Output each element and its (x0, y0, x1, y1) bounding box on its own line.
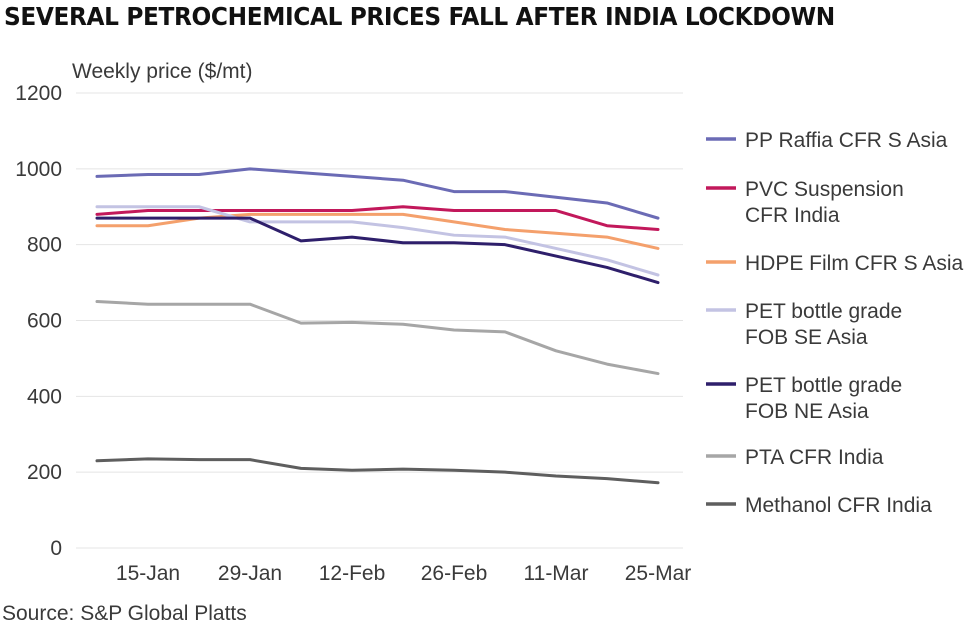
legend-label: PVC Suspension (745, 178, 904, 201)
x-tick-label: 12-Feb (319, 562, 386, 585)
x-tick-label: 26-Feb (421, 562, 488, 585)
series-line (95, 167, 660, 220)
legend-label: HDPE Film CFR S Asia (745, 252, 964, 275)
legend-label: FOB SE Asia (745, 326, 868, 349)
legend-label: FOB NE Asia (745, 400, 869, 423)
chart-title: SEVERAL PETROCHEMICAL PRICES FALL AFTER … (4, 2, 835, 31)
series-line (95, 457, 660, 485)
x-tick-label: 25-Mar (625, 562, 692, 585)
x-tick-label: 11-Mar (524, 562, 589, 585)
legend-item: PVC Suspension CFR India (706, 178, 904, 227)
y-tick-label: 400 (27, 385, 62, 408)
series-line (95, 205, 660, 231)
legend-label: Methanol CFR India (745, 494, 932, 517)
legend-item: PTA CFR India (706, 446, 884, 469)
series-line (95, 216, 660, 285)
series-line (95, 300, 660, 376)
x-axis-ticks: 15-Jan 29-Jan 12-Feb 26-Feb 11-Mar 25-Mar (116, 562, 691, 585)
x-tick-label: 29-Jan (218, 562, 282, 585)
y-tick-label: 1000 (15, 158, 62, 181)
legend-item: HDPE Film CFR S Asia (706, 252, 964, 275)
legend: PP Raffia CFR S Asia PVC Suspension CFR In… (706, 129, 964, 517)
legend-item: PP Raffia CFR S Asia (706, 129, 948, 152)
legend-label: PTA CFR India (745, 446, 884, 469)
y-tick-label: 800 (27, 234, 62, 257)
legend-label: PP Raffia CFR S Asia (745, 129, 948, 152)
legend-label: CFR India (745, 204, 840, 227)
x-tick-label: 15-Jan (116, 562, 180, 585)
legend-label: PET bottle grade (745, 374, 902, 397)
y-axis-label: Weekly price ($/mt) (72, 60, 253, 83)
y-tick-label: 1200 (15, 82, 62, 105)
legend-item: Methanol CFR India (706, 494, 932, 517)
y-axis-ticks: 0 200 400 600 800 1000 1200 (15, 82, 62, 560)
series-line (95, 205, 660, 277)
gridlines (76, 92, 683, 549)
legend-item: PET bottle grade FOB NE Asia (706, 374, 902, 423)
y-tick-label: 600 (27, 310, 62, 333)
legend-item: PET bottle grade FOB SE Asia (706, 300, 902, 349)
source-note: Source: S&P Global Platts (2, 602, 247, 625)
y-tick-label: 0 (50, 537, 62, 560)
y-tick-label: 200 (27, 461, 62, 484)
legend-label: PET bottle grade (745, 300, 902, 323)
series-lines (95, 167, 660, 485)
